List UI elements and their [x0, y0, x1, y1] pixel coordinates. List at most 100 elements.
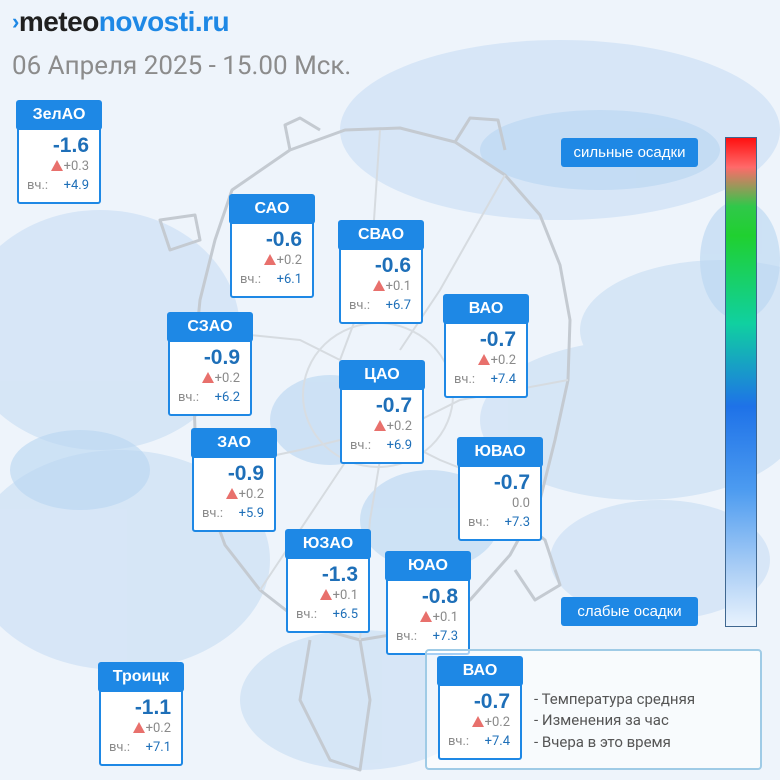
up-triangle-icon: [419, 611, 432, 622]
up-triangle-icon: [373, 420, 386, 431]
yesterday-label: вч.:: [202, 506, 224, 521]
forecast-date: 06 Апреля 2025 - 15.00 Мск.: [12, 51, 352, 81]
hour-change-value: 0.0: [511, 496, 530, 511]
yesterday-label: вч.:: [454, 372, 476, 387]
logo-chevron-icon: ›: [12, 9, 19, 34]
avg-temperature: -0.7: [473, 690, 510, 713]
yesterday-label: вч.:: [349, 298, 371, 313]
yesterday-value: +4.9: [63, 178, 89, 193]
district-card-district-5[interactable]: ЦАО -0.7 +0.2 вч.: +6.9: [339, 360, 425, 464]
yesterday-label: вч.:: [109, 740, 131, 755]
district-card-district-1[interactable]: САО -0.6 +0.2 вч.: +6.1: [229, 194, 315, 298]
yesterday-value: +6.9: [386, 438, 412, 453]
hour-change-value: +0.3: [63, 159, 89, 174]
hour-change: +0.1: [372, 279, 411, 294]
avg-temperature: -0.9: [203, 346, 240, 369]
hour-change-value: +0.1: [432, 610, 458, 625]
district-card-district-8[interactable]: ЮЗАО -1.3 +0.1 вч.: +6.5: [285, 529, 371, 633]
hour-change: +0.1: [319, 588, 358, 603]
district-card-district-3[interactable]: ВАО -0.7 +0.2 вч.: +7.4: [443, 294, 529, 398]
district-card-district-9[interactable]: ЮАО -0.8 +0.1 вч.: +7.3: [385, 551, 471, 655]
legend-line-avg-temp: - Температура средняя: [534, 690, 696, 708]
avg-temperature: -1.6: [52, 134, 89, 157]
precipitation-colorbar: [725, 137, 757, 627]
legend-line-hour-change: - Изменения за час: [534, 711, 669, 729]
yesterday-value: +7.4: [490, 372, 516, 387]
avg-temperature: -1.3: [321, 563, 358, 586]
district-name: Троицк: [98, 662, 184, 692]
yesterday-value: +7.4: [484, 734, 510, 749]
district-card-district-10[interactable]: Троицк -1.1 +0.2 вч.: +7.1: [98, 662, 184, 766]
hour-change-value: +0.2: [490, 353, 516, 368]
hour-change: 0.0: [512, 496, 530, 511]
yesterday-label: вч.:: [396, 629, 418, 644]
light-precip-label: слабые осадки: [561, 597, 698, 626]
avg-temperature: -1.1: [134, 696, 171, 719]
yesterday-value: +6.5: [332, 607, 358, 622]
up-triangle-icon: [50, 160, 63, 171]
yesterday-value: +6.1: [276, 272, 302, 287]
heavy-precip-label: сильные осадки: [561, 138, 698, 167]
hour-change-value: +0.2: [238, 487, 264, 502]
up-triangle-icon: [372, 280, 385, 291]
hour-change: +0.2: [225, 487, 264, 502]
hour-change: +0.3: [50, 159, 89, 174]
yesterday-value: +6.7: [385, 298, 411, 313]
hour-change-value: +0.2: [145, 721, 171, 736]
logo-part-novosti: novosti.ru: [98, 6, 230, 37]
district-name: СЗАО: [167, 312, 253, 342]
logo-part-meteo: meteo: [18, 6, 99, 37]
avg-temperature: -0.6: [265, 228, 302, 251]
avg-temperature: -0.6: [374, 254, 411, 277]
avg-temperature: -0.7: [375, 394, 412, 417]
hour-change: +0.2: [132, 721, 171, 736]
yesterday-value: +6.2: [214, 390, 240, 405]
hour-change: +0.2: [263, 253, 302, 268]
hour-change: +0.2: [201, 371, 240, 386]
district-card-district-4[interactable]: СЗАО -0.9 +0.2 вч.: +6.2: [167, 312, 253, 416]
up-triangle-icon: [471, 716, 484, 727]
hour-change: +0.2: [477, 353, 516, 368]
avg-temperature: -0.7: [493, 471, 530, 494]
district-name: ЗАО: [191, 428, 277, 458]
district-card-district-6[interactable]: ЗАО -0.9 +0.2 вч.: +5.9: [191, 428, 277, 532]
district-name: ЮЗАО: [285, 529, 371, 559]
yesterday-value: +7.3: [432, 629, 458, 644]
site-logo[interactable]: ›meteonovosti.ru: [12, 6, 230, 38]
district-name: ВАО: [443, 294, 529, 324]
district-card-district-7[interactable]: ЮВАО -0.7 0.0 вч.: +7.3: [457, 437, 543, 541]
district-name: ВАО: [437, 656, 523, 686]
hour-change-value: +0.1: [332, 588, 358, 603]
yesterday-label: вч.:: [468, 515, 490, 530]
district-name: СВАО: [338, 220, 424, 250]
yesterday-value: +7.1: [145, 740, 171, 755]
hour-change: +0.1: [419, 610, 458, 625]
up-triangle-icon: [263, 254, 276, 265]
hour-change-value: +0.2: [386, 419, 412, 434]
yesterday-label: вч.:: [178, 390, 200, 405]
hour-change-value: +0.2: [214, 371, 240, 386]
district-card-district-2[interactable]: СВАО -0.6 +0.1 вч.: +6.7: [338, 220, 424, 324]
district-card-district-0[interactable]: ЗелАО -1.6 +0.3 вч.: +4.9: [16, 100, 102, 204]
district-name: ЗелАО: [16, 100, 102, 130]
district-name: ЮВАО: [457, 437, 543, 467]
avg-temperature: -0.9: [227, 462, 264, 485]
up-triangle-icon: [132, 722, 145, 733]
up-triangle-icon: [477, 354, 490, 365]
district-card-legend-sample[interactable]: ВАО -0.7 +0.2 вч.: +7.4: [437, 656, 523, 760]
up-triangle-icon: [319, 589, 332, 600]
district-name: САО: [229, 194, 315, 224]
yesterday-value: +7.3: [504, 515, 530, 530]
hour-change: +0.2: [471, 715, 510, 730]
district-name: ЮАО: [385, 551, 471, 581]
avg-temperature: -0.7: [479, 328, 516, 351]
district-name: ЦАО: [339, 360, 425, 390]
legend-line-yesterday: - Вчера в это время: [534, 733, 671, 751]
up-triangle-icon: [201, 372, 214, 383]
yesterday-label: вч.:: [240, 272, 262, 287]
yesterday-label: вч.:: [27, 178, 49, 193]
up-triangle-icon: [225, 488, 238, 499]
hour-change-value: +0.2: [484, 715, 510, 730]
